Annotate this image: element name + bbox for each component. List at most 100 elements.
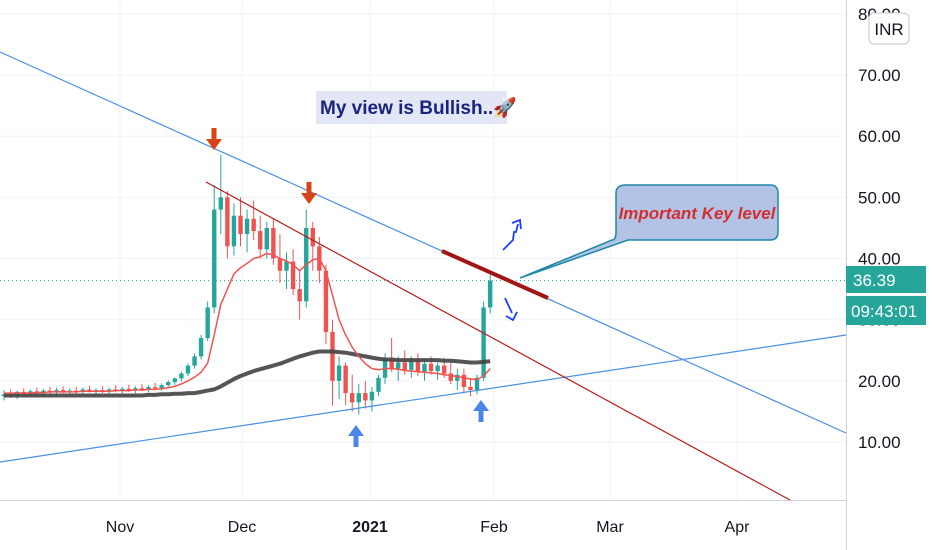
candle-body (166, 382, 171, 386)
candle-body (74, 390, 79, 392)
candle-body (369, 391, 375, 401)
candle-body (139, 388, 145, 390)
candle-body (185, 365, 191, 374)
candle-body (455, 374, 460, 381)
candle-body (205, 307, 210, 339)
candle-body (244, 218, 250, 235)
drawings (0, 51, 847, 501)
candle-body (54, 390, 59, 392)
candle-body (284, 261, 289, 271)
y-tick-label: 50.00 (858, 188, 901, 207)
candle-body (258, 230, 263, 250)
breakdown-head (505, 311, 518, 322)
arrow-head (473, 400, 489, 411)
key-level-line (441, 249, 549, 300)
candle-body (106, 389, 112, 392)
candle-body (1, 394, 7, 397)
candle-body (310, 227, 315, 247)
candle-body (389, 359, 394, 369)
candle-body (179, 373, 184, 379)
candle-body (402, 362, 407, 370)
candle-body (363, 393, 368, 401)
currency-button-bg[interactable] (868, 12, 910, 45)
callout-bubble (519, 184, 779, 279)
candle-body (428, 363, 434, 372)
countdown-badge-bg (846, 296, 926, 325)
candle-body (133, 388, 138, 391)
x-tick-label: Dec (228, 519, 256, 536)
arrow-head (348, 425, 364, 436)
candle-body (80, 389, 86, 392)
candle-body (448, 373, 453, 381)
countdown-text: 09:43:01 (851, 302, 917, 321)
down-arrow-icon (206, 128, 222, 150)
arrow-shaft (353, 434, 359, 447)
candle-body (356, 393, 361, 403)
candle-body (126, 388, 132, 391)
y-tick-label: 70.00 (858, 66, 901, 85)
candle-body (238, 215, 243, 235)
candle-body (461, 374, 467, 387)
bullish-note-text: My view is Bullish..🚀 (320, 96, 517, 119)
candle-body (192, 356, 197, 366)
y-tick-label: 20.00 (858, 372, 901, 391)
candle-body (218, 197, 224, 210)
candle-body (350, 393, 355, 403)
x-tick-label: Feb (480, 519, 508, 536)
x-tick-label: Mar (596, 519, 624, 536)
candle-body (271, 227, 276, 259)
candle-body (290, 261, 296, 290)
grid (0, 0, 846, 500)
up-arrow-icon (473, 400, 489, 422)
arrow-shaft (211, 128, 217, 141)
candle-body (435, 365, 440, 372)
upper-trendline (0, 51, 847, 434)
support-trendline (0, 334, 847, 463)
candle-body (323, 270, 329, 332)
moving-average-dark (4, 349, 491, 398)
last-price-text: 36.39 (853, 271, 896, 290)
candle-body (343, 365, 348, 394)
candle-body (198, 338, 204, 357)
candle-body (409, 361, 414, 370)
y-tick-label: 40.00 (858, 250, 901, 269)
last-price-badge-bg (846, 266, 926, 293)
arrow-shaft (306, 182, 312, 195)
candle-body (251, 218, 256, 231)
candle-body (159, 385, 164, 389)
candle-body (231, 215, 237, 247)
breakout-up-arrow-icon (502, 218, 522, 251)
currency-button[interactable]: INR (868, 12, 910, 45)
breakout-path (502, 223, 519, 251)
candle-body (487, 280, 493, 308)
candle-body (120, 388, 125, 391)
moving-average-red (4, 252, 491, 394)
candle-body (396, 362, 401, 369)
breakdown-arrow-icon (504, 297, 518, 322)
candle-body (474, 377, 480, 391)
countdown-badge: 09:43:01 (846, 296, 926, 325)
candle-body (422, 363, 427, 372)
candle-body (172, 378, 178, 383)
candle-body (212, 209, 217, 308)
breakout-head (511, 218, 522, 230)
candle-body (277, 258, 283, 271)
candle-body (441, 365, 447, 374)
down-arrow-icon (301, 182, 317, 204)
callout-text: Important Key level (619, 204, 777, 223)
bullish-note: My view is Bullish..🚀 (316, 91, 517, 124)
up-arrow-icon (348, 425, 364, 447)
arrow-head (206, 139, 222, 150)
candle-body (264, 227, 269, 250)
x-axis-labels: Nov Dec 2021 Feb Mar Apr (106, 519, 750, 536)
arrow-shaft (478, 409, 484, 422)
red-trendline (205, 181, 791, 501)
candle-body (415, 361, 421, 372)
candle-body (336, 365, 342, 381)
currency-label[interactable]: INR (874, 20, 903, 39)
y-tick-label: 10.00 (858, 433, 901, 452)
arrow-head (301, 193, 317, 204)
